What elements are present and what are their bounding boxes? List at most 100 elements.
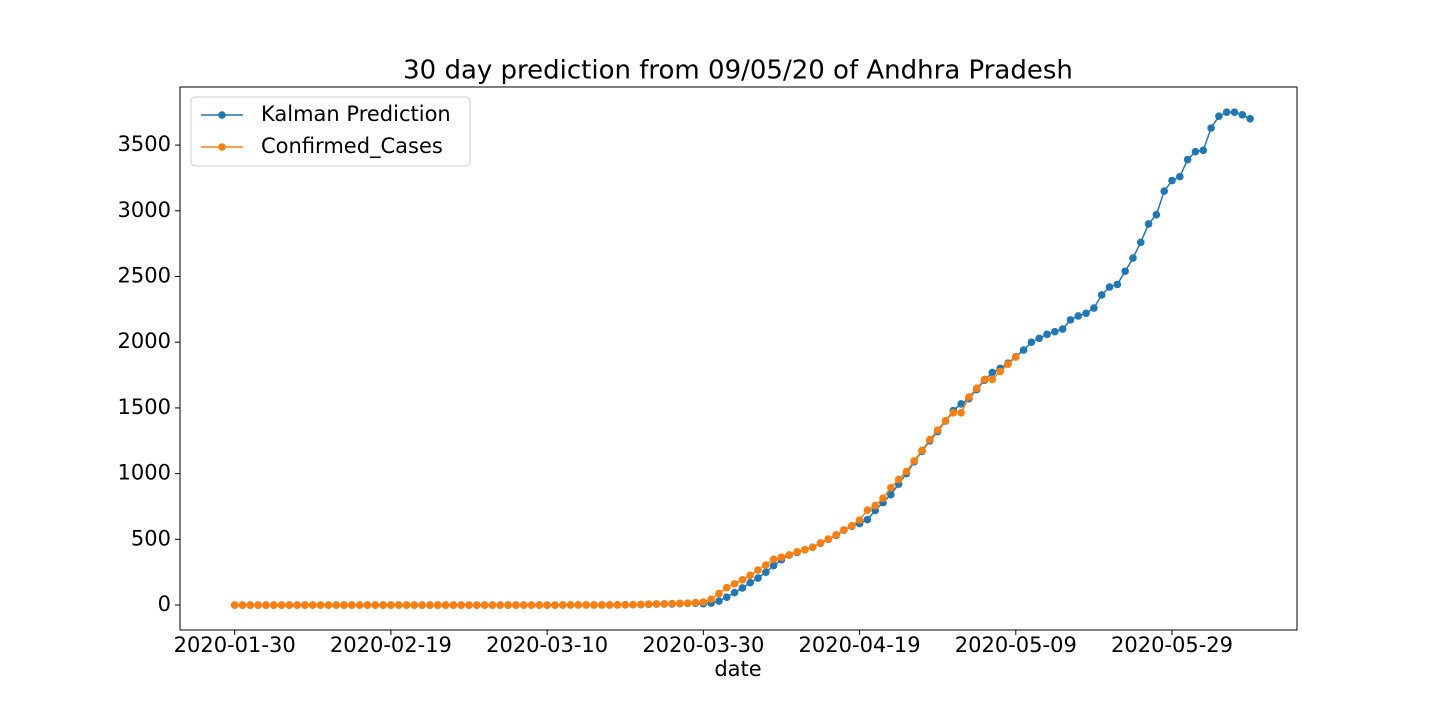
y-tick-label: 1000 — [118, 461, 171, 485]
data-point — [558, 601, 567, 609]
data-point — [988, 368, 997, 377]
data-point — [387, 601, 395, 609]
data-point — [308, 601, 317, 609]
data-point — [738, 576, 747, 584]
data-point — [746, 578, 755, 587]
data-point — [824, 535, 833, 543]
x-tick-label: 2020-05-29 — [1111, 633, 1233, 657]
data-point — [488, 601, 497, 609]
data-point — [637, 600, 645, 609]
x-axis-label: date — [714, 657, 761, 681]
data-point — [910, 457, 919, 465]
x-tick-label: 2020-05-09 — [955, 633, 1077, 657]
data-point — [1004, 360, 1012, 368]
data-point — [762, 568, 770, 576]
data-point — [1027, 338, 1036, 347]
y-tick-label: 1500 — [118, 395, 171, 419]
data-point — [230, 601, 239, 609]
data-point — [730, 588, 739, 597]
data-point — [793, 548, 801, 556]
data-point — [980, 375, 989, 384]
data-point — [754, 574, 762, 582]
data-point — [918, 446, 926, 455]
legend-marker — [218, 111, 226, 119]
data-point — [1183, 155, 1192, 164]
data-point — [316, 601, 325, 609]
legend-box — [190, 96, 471, 167]
data-point — [426, 601, 434, 609]
data-point — [613, 600, 622, 609]
data-point — [527, 601, 536, 609]
data-point — [1035, 334, 1044, 343]
data-point — [1097, 291, 1106, 299]
data-point — [949, 408, 958, 417]
data-point — [644, 600, 653, 608]
data-point — [1152, 210, 1161, 219]
data-point — [1168, 176, 1176, 185]
data-point — [769, 555, 778, 564]
data-point — [926, 435, 934, 444]
data-point — [660, 600, 669, 608]
data-point — [722, 593, 731, 601]
data-point — [1105, 283, 1114, 291]
data-point — [363, 601, 372, 609]
data-point — [1082, 309, 1090, 318]
data-point — [762, 561, 770, 569]
data-point — [855, 516, 864, 524]
data-point — [957, 408, 965, 417]
data-point — [402, 601, 411, 609]
data-point — [1215, 112, 1223, 120]
data-point — [887, 490, 895, 499]
x-tick-label: 2020-02-19 — [330, 633, 452, 657]
data-point — [894, 475, 903, 484]
data-point — [433, 601, 442, 609]
data-point — [1043, 330, 1051, 339]
data-point — [746, 571, 755, 580]
data-point — [785, 551, 794, 559]
data-point — [1011, 353, 1020, 361]
data-point — [847, 521, 856, 530]
data-point — [1129, 254, 1137, 262]
data-point — [1074, 312, 1083, 320]
data-point — [582, 601, 590, 609]
data-point — [871, 501, 879, 510]
data-point — [1207, 124, 1215, 132]
data-point — [933, 426, 942, 434]
data-point — [801, 546, 809, 554]
data-point — [652, 600, 661, 608]
data-point — [621, 600, 630, 609]
data-point — [840, 526, 848, 534]
data-point — [863, 515, 872, 524]
data-point — [699, 598, 708, 606]
data-point — [348, 601, 356, 609]
legend-label: Confirmed_Cases — [261, 134, 443, 159]
data-point — [957, 400, 965, 408]
data-point — [457, 601, 466, 609]
data-point — [676, 599, 684, 608]
data-point — [1121, 267, 1129, 276]
data-point — [715, 597, 723, 605]
data-point — [394, 601, 403, 609]
legend-label: Kalman Prediction — [261, 102, 451, 126]
data-point — [1199, 146, 1208, 155]
data-point — [410, 601, 419, 609]
data-point — [1222, 108, 1231, 117]
data-point — [504, 601, 512, 609]
data-point — [668, 599, 676, 608]
data-point — [879, 494, 887, 502]
data-point — [832, 531, 840, 539]
data-point — [574, 601, 583, 609]
data-point — [277, 601, 286, 609]
plot-area — [179, 86, 1298, 631]
y-tick-label: 0 — [158, 592, 171, 616]
data-point — [996, 367, 1004, 376]
data-point — [473, 601, 481, 609]
data-point — [863, 506, 872, 514]
data-point — [1058, 325, 1067, 333]
y-tick-label: 2500 — [118, 263, 171, 287]
data-point — [1191, 147, 1200, 156]
y-tick-label: 500 — [131, 526, 171, 550]
data-point — [379, 601, 387, 609]
data-point — [535, 601, 544, 609]
